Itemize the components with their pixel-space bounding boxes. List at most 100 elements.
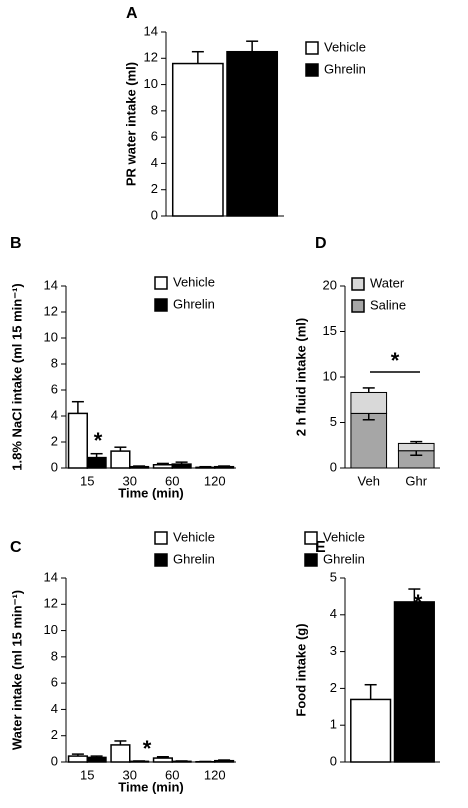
legend-swatch <box>154 531 168 545</box>
legend-swatch <box>351 299 365 313</box>
legend-label: Vehicle <box>324 39 366 54</box>
y-tick-label: 2 <box>330 680 337 695</box>
bar-segment <box>350 391 388 414</box>
y-tick-label: 0 <box>330 459 337 474</box>
legend-label: Vehicle <box>173 529 215 544</box>
y-tick-label: 14 <box>144 23 158 38</box>
legend-label: Ghrelin <box>173 551 215 566</box>
bar <box>152 757 174 763</box>
panel-letter: C <box>10 539 22 556</box>
x-axis-label: Time (min) <box>118 779 184 794</box>
y-tick-label: 14 <box>44 569 58 584</box>
panel-letter: D <box>315 235 327 252</box>
y-tick-label: 14 <box>44 277 58 292</box>
x-tick-label: 120 <box>204 767 226 782</box>
y-tick-label: 0 <box>151 207 158 222</box>
legend-swatch <box>305 41 319 55</box>
significance-marker: * <box>414 590 423 615</box>
bar <box>195 466 216 469</box>
bar <box>110 744 131 763</box>
x-tick-label: Veh <box>358 473 380 488</box>
legend-swatch <box>304 553 318 567</box>
bar <box>393 601 435 763</box>
y-axis-label: 2 h fluid intake (ml) <box>293 318 308 436</box>
significance-marker: * <box>143 736 152 761</box>
panel-letter: E <box>315 539 326 556</box>
bar <box>86 456 107 469</box>
y-axis-label: PR water intake (ml) <box>123 62 138 186</box>
y-tick-label: 8 <box>151 102 158 117</box>
y-tick-label: 0 <box>330 753 337 768</box>
legend-label: Saline <box>370 297 406 312</box>
y-axis-label: Water intake (ml 15 min⁻¹) <box>9 590 24 750</box>
y-tick-label: 6 <box>151 129 158 144</box>
x-tick-label: 60 <box>165 473 179 488</box>
legend-swatch <box>305 63 319 77</box>
y-tick-label: 6 <box>51 381 58 396</box>
bar <box>171 463 192 469</box>
legend-swatch <box>154 553 168 567</box>
legend-label: Ghrelin <box>324 61 366 76</box>
legend-swatch <box>154 276 168 290</box>
significance-marker: * <box>391 348 400 373</box>
y-tick-label: 4 <box>151 155 158 170</box>
y-tick-label: 10 <box>44 622 58 637</box>
legend-label: Water <box>370 275 405 290</box>
bar <box>214 465 235 469</box>
y-tick-label: 1 <box>330 717 337 732</box>
panel-letter: A <box>126 5 138 22</box>
x-axis-label: Time (min) <box>118 485 184 500</box>
y-axis-label: 1.8% NaCl intake (ml 15 min⁻¹) <box>9 283 24 470</box>
bar <box>171 62 224 217</box>
y-tick-label: 8 <box>51 355 58 370</box>
bar <box>129 760 150 763</box>
y-tick-label: 2 <box>151 181 158 196</box>
y-tick-label: 0 <box>51 753 58 768</box>
y-tick-label: 4 <box>51 407 58 422</box>
bar <box>110 450 131 469</box>
legend-swatch <box>154 298 168 312</box>
panel-letter: B <box>10 235 22 252</box>
bar <box>350 698 392 763</box>
x-tick-label: 15 <box>80 767 94 782</box>
bar <box>226 50 279 217</box>
y-tick-label: 4 <box>330 606 337 621</box>
y-tick-label: 6 <box>51 675 58 690</box>
y-tick-label: 5 <box>330 569 337 584</box>
bar <box>86 756 107 763</box>
x-tick-label: 30 <box>123 473 137 488</box>
bar-segment <box>397 442 435 452</box>
y-tick-label: 12 <box>144 50 158 65</box>
y-tick-label: 20 <box>323 277 337 292</box>
y-tick-label: 2 <box>51 433 58 448</box>
y-tick-label: 10 <box>144 76 158 91</box>
y-tick-label: 10 <box>323 368 337 383</box>
bar-segment <box>350 412 388 469</box>
bar <box>129 465 150 469</box>
y-tick-label: 12 <box>44 596 58 611</box>
y-tick-label: 12 <box>44 303 58 318</box>
significance-marker: * <box>94 428 103 453</box>
y-tick-label: 10 <box>44 329 58 344</box>
x-tick-label: 120 <box>204 473 226 488</box>
bar <box>171 760 192 763</box>
bar <box>214 759 235 763</box>
y-axis-label: Food intake (g) <box>293 623 308 716</box>
bar <box>67 755 89 763</box>
legend-label: Vehicle <box>323 529 365 544</box>
x-tick-label: 60 <box>165 767 179 782</box>
legend-label: Vehicle <box>173 274 215 289</box>
x-tick-label: 30 <box>123 767 137 782</box>
y-tick-label: 4 <box>51 701 58 716</box>
legend-swatch <box>351 277 365 291</box>
y-tick-label: 8 <box>51 648 58 663</box>
y-tick-label: 5 <box>330 414 337 429</box>
y-tick-label: 15 <box>323 323 337 338</box>
legend-swatch <box>304 531 318 545</box>
bar <box>152 464 174 469</box>
legend-label: Ghrelin <box>323 551 365 566</box>
bar <box>67 412 89 469</box>
x-tick-label: Ghr <box>405 473 427 488</box>
y-tick-label: 2 <box>51 727 58 742</box>
